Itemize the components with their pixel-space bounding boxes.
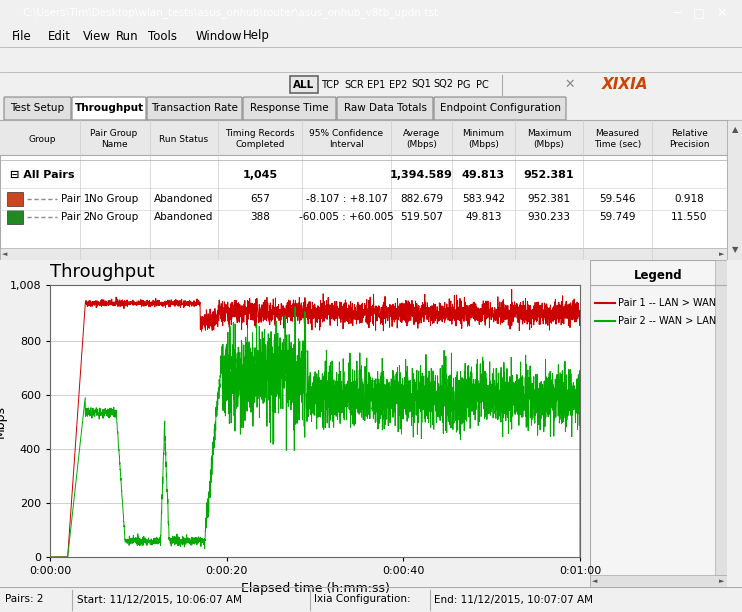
Text: Relative
Precision: Relative Precision	[669, 129, 710, 149]
Bar	[590, 575, 727, 587]
Text: Throughput: Throughput	[50, 263, 154, 281]
Text: Throughput: Throughput	[74, 103, 143, 113]
Text: Pair Group
Name: Pair Group Name	[91, 129, 137, 149]
Text: EP1: EP1	[367, 80, 385, 89]
Text: Average
(Mbps): Average (Mbps)	[403, 129, 440, 149]
Text: 1,394.589: 1,394.589	[390, 170, 453, 180]
Text: 95% Confidence
Interval: 95% Confidence Interval	[309, 129, 384, 149]
FancyBboxPatch shape	[434, 97, 566, 120]
Text: Run: Run	[116, 29, 139, 42]
Text: TCP: TCP	[321, 80, 339, 89]
Text: Tools: Tools	[148, 29, 177, 42]
Text: ▼: ▼	[732, 245, 738, 255]
Text: SQ1: SQ1	[411, 80, 431, 89]
Text: 11.550: 11.550	[672, 212, 708, 222]
FancyBboxPatch shape	[337, 97, 433, 120]
Text: File: File	[12, 29, 32, 42]
FancyBboxPatch shape	[72, 97, 146, 120]
Text: Timing Records
Completed: Timing Records Completed	[226, 129, 295, 149]
Text: 952.381: 952.381	[524, 170, 574, 180]
Bar	[715, 260, 727, 575]
Text: ▲: ▲	[732, 125, 738, 135]
Text: Pair 1: Pair 1	[61, 194, 91, 204]
Text: 49.813: 49.813	[462, 170, 505, 180]
Bar	[0, 248, 727, 260]
Text: 952.381: 952.381	[528, 194, 571, 204]
Text: 657: 657	[250, 194, 270, 204]
Text: 0.918: 0.918	[674, 194, 704, 204]
Text: -60.005 : +60.005: -60.005 : +60.005	[299, 212, 394, 222]
Text: ⊟ All Pairs: ⊟ All Pairs	[10, 170, 74, 180]
Text: Group: Group	[29, 135, 56, 143]
Text: EP2: EP2	[389, 80, 407, 89]
Text: Endpoint Configuration: Endpoint Configuration	[439, 103, 560, 113]
Text: Measured
Time (sec): Measured Time (sec)	[594, 129, 641, 149]
Text: ◄: ◄	[2, 251, 7, 257]
Text: Maximum
(Mbps): Maximum (Mbps)	[527, 129, 571, 149]
Text: 1,045: 1,045	[243, 170, 278, 180]
Text: Ixia Configuration:: Ixia Configuration:	[314, 594, 410, 605]
Bar	[727, 120, 742, 260]
Text: Abandoned: Abandoned	[154, 194, 214, 204]
Text: 882.679: 882.679	[400, 194, 443, 204]
Text: View: View	[83, 29, 111, 42]
Text: ✕: ✕	[565, 78, 575, 91]
Bar	[7, 192, 23, 206]
Text: -8.107 : +8.107: -8.107 : +8.107	[306, 194, 387, 204]
Text: ►: ►	[719, 251, 725, 257]
Text: Run Status: Run Status	[160, 135, 209, 143]
Text: 59.546: 59.546	[600, 194, 636, 204]
Text: Pair 1 -- LAN > WAN: Pair 1 -- LAN > WAN	[618, 298, 716, 308]
Text: Edit: Edit	[48, 29, 71, 42]
Text: Raw Data Totals: Raw Data Totals	[344, 103, 427, 113]
Text: Start: 11/12/2015, 10:06:07 AM: Start: 11/12/2015, 10:06:07 AM	[77, 594, 242, 605]
Text: ◄: ◄	[592, 578, 598, 584]
Text: PG: PG	[457, 80, 470, 89]
Text: SCR: SCR	[344, 80, 364, 89]
Text: 519.507: 519.507	[400, 212, 443, 222]
Text: Window: Window	[196, 29, 243, 42]
Text: Minimum
(Mbps): Minimum (Mbps)	[462, 129, 505, 149]
Bar	[7, 210, 23, 224]
Text: □: □	[693, 7, 705, 20]
Y-axis label: Mbps: Mbps	[0, 405, 7, 438]
Bar	[290, 76, 318, 93]
Text: 59.749: 59.749	[600, 212, 636, 222]
FancyBboxPatch shape	[4, 97, 71, 120]
Text: No Group: No Group	[89, 212, 139, 222]
Text: 388: 388	[250, 212, 270, 222]
Text: ►: ►	[719, 578, 725, 584]
Text: Test Setup: Test Setup	[10, 103, 65, 113]
Text: ─: ─	[673, 7, 680, 20]
Text: End: 11/12/2015, 10:07:07 AM: End: 11/12/2015, 10:07:07 AM	[434, 594, 593, 605]
Text: Pair 2 -- WAN > LAN: Pair 2 -- WAN > LAN	[618, 316, 716, 326]
FancyBboxPatch shape	[243, 97, 336, 120]
Text: Pairs: 2: Pairs: 2	[5, 594, 44, 605]
FancyBboxPatch shape	[147, 97, 242, 120]
Text: No Group: No Group	[89, 194, 139, 204]
Text: Help: Help	[243, 29, 270, 42]
Text: PC: PC	[476, 80, 488, 89]
Text: 583.942: 583.942	[462, 194, 505, 204]
Text: ALL: ALL	[293, 80, 315, 89]
X-axis label: Elapsed time (h:mm:ss): Elapsed time (h:mm:ss)	[240, 581, 390, 595]
Bar	[0, 120, 727, 155]
Text: Response Time: Response Time	[250, 103, 329, 113]
Text: SQ2: SQ2	[433, 80, 453, 89]
Text: Transaction Rate: Transaction Rate	[151, 103, 238, 113]
Text: 930.233: 930.233	[528, 212, 571, 222]
Text: XIXIA: XIXIA	[602, 77, 649, 92]
Text: C:\Users\Tim\Desktop\wlan_tests\asus_onhub\router\asus_onhub_v8tb_updn.tst: C:\Users\Tim\Desktop\wlan_tests\asus_onh…	[22, 7, 438, 18]
Text: ✕: ✕	[717, 7, 727, 20]
Text: Abandoned: Abandoned	[154, 212, 214, 222]
Text: 49.813: 49.813	[465, 212, 502, 222]
Text: Legend: Legend	[634, 269, 683, 282]
Text: Pair 2: Pair 2	[61, 212, 91, 222]
